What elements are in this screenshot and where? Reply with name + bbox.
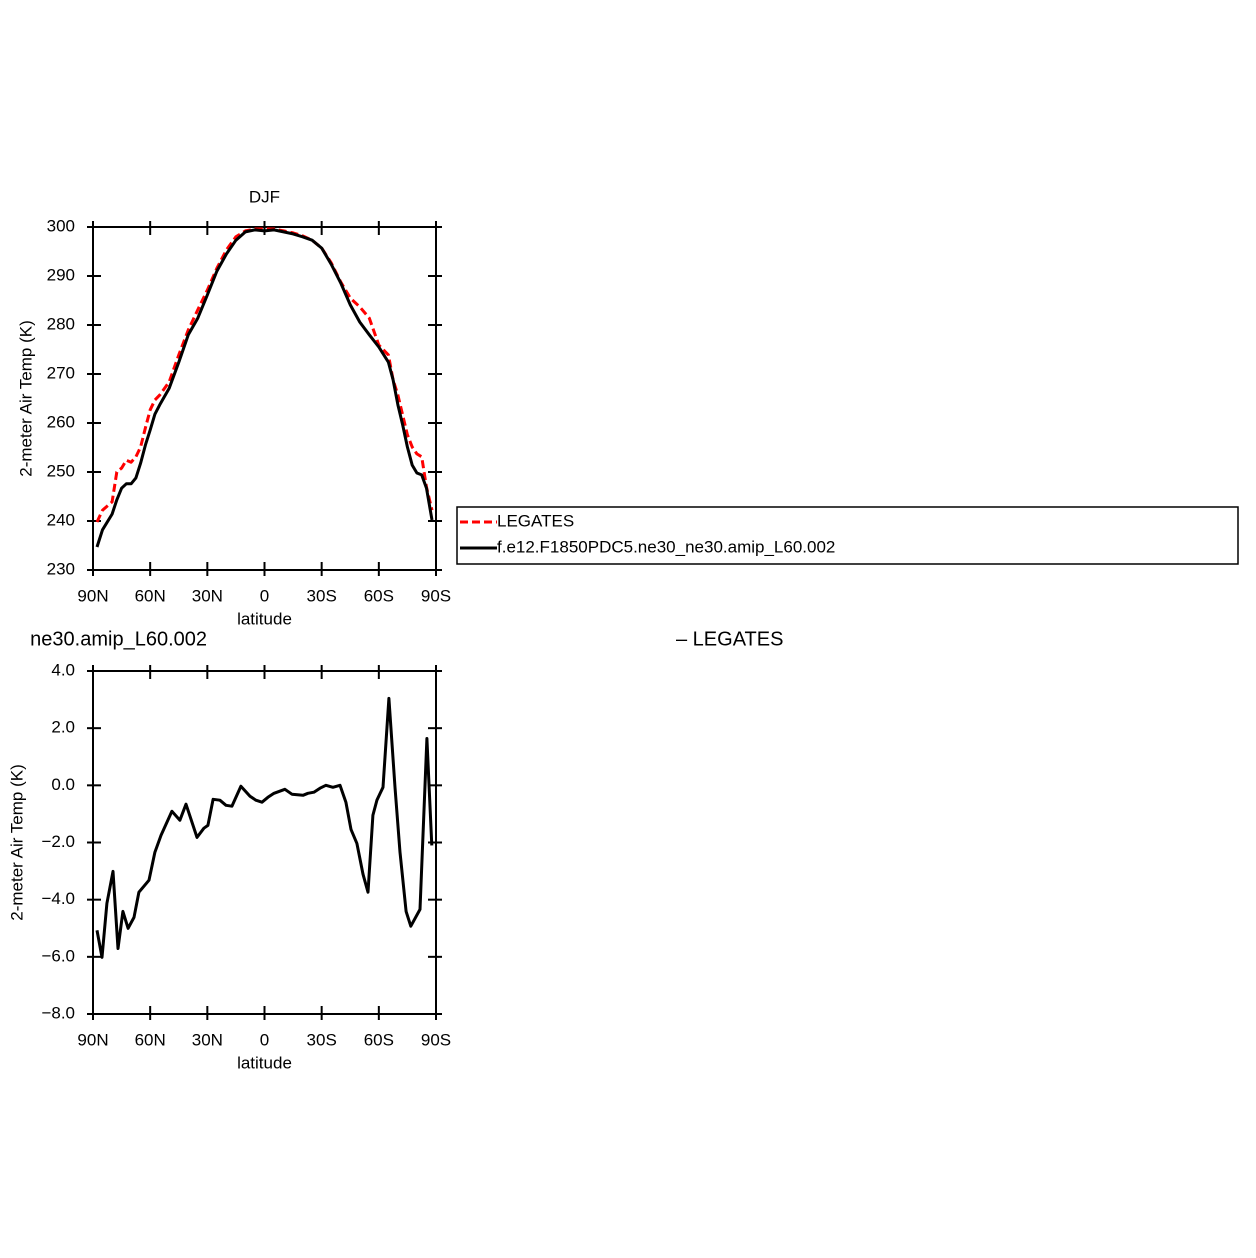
y-tick-label: −2.0 xyxy=(41,832,75,851)
data-line xyxy=(95,228,434,548)
x-tick-label: 30N xyxy=(192,1030,223,1049)
legend-label: f.e12.F1850PDC5.ne30_ne30.amip_L60.002 xyxy=(497,537,835,556)
y-tick-label: −6.0 xyxy=(41,946,75,965)
chart-title: DJF xyxy=(249,187,280,206)
left-string: ne30.amip_L60.002 xyxy=(30,628,207,650)
x-tick-label: 90S xyxy=(421,586,451,605)
x-axis-label: latitude xyxy=(237,1053,292,1072)
y-tick-label: 4.0 xyxy=(51,660,75,679)
data-line xyxy=(95,696,434,959)
x-axis-label: latitude xyxy=(237,609,292,628)
x-tick-label: 60S xyxy=(364,1030,394,1049)
y-tick-label: 300 xyxy=(47,216,75,235)
y-tick-label: 230 xyxy=(47,559,75,578)
right-string: – LEGATES xyxy=(676,628,783,650)
legend-label: LEGATES xyxy=(497,511,574,530)
x-tick-label: 60S xyxy=(364,586,394,605)
y-tick-label: 260 xyxy=(47,412,75,431)
plot-frame xyxy=(92,670,437,1015)
y-axis-label: 2-meter Air Temp (K) xyxy=(7,764,26,921)
y-tick-label: 2.0 xyxy=(51,718,75,737)
x-tick-label: 0 xyxy=(260,1030,269,1049)
y-tick-label: 0.0 xyxy=(51,775,75,794)
x-tick-label: 90S xyxy=(421,1030,451,1049)
y-tick-label: 290 xyxy=(47,265,75,284)
x-tick-label: 90N xyxy=(77,1030,108,1049)
y-axis-label: 2-meter Air Temp (K) xyxy=(16,320,35,477)
x-tick-label: 60N xyxy=(135,586,166,605)
legend-box xyxy=(456,506,1239,565)
y-tick-label: 270 xyxy=(47,363,75,382)
data-line xyxy=(95,227,434,523)
y-tick-label: −4.0 xyxy=(41,889,75,908)
x-tick-label: 30S xyxy=(307,1030,337,1049)
x-tick-label: 0 xyxy=(260,586,269,605)
y-tick-label: 240 xyxy=(47,510,75,529)
y-tick-label: −8.0 xyxy=(41,1003,75,1022)
y-tick-label: 250 xyxy=(47,461,75,480)
x-tick-label: 30N xyxy=(192,586,223,605)
x-tick-label: 90N xyxy=(77,586,108,605)
x-tick-label: 30S xyxy=(307,586,337,605)
plot-frame xyxy=(92,226,437,571)
x-tick-label: 60N xyxy=(135,1030,166,1049)
y-tick-label: 280 xyxy=(47,314,75,333)
